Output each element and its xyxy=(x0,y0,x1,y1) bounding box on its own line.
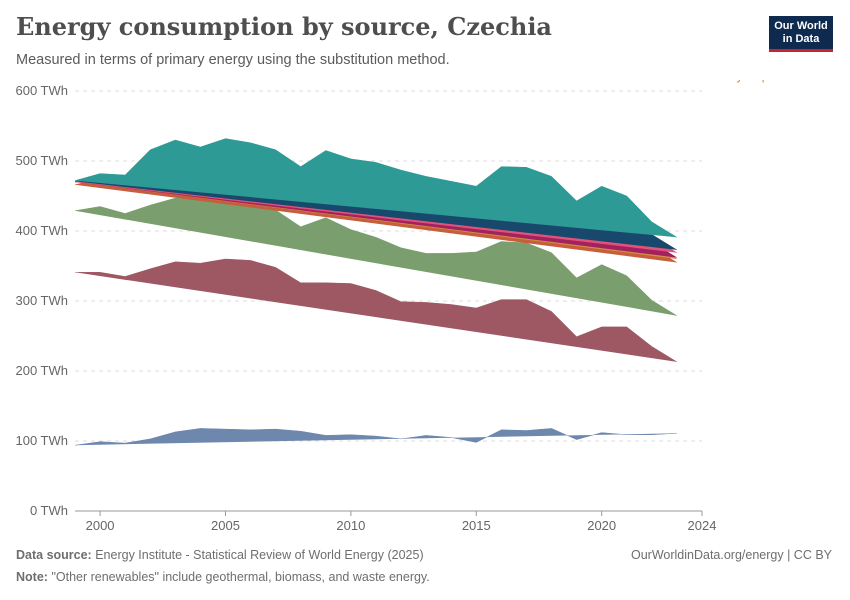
credit-link[interactable]: OurWorldinData.org/energy | CC BY xyxy=(630,548,832,562)
area-other-renewables xyxy=(74,138,678,238)
stacked-area-chart: 0 TWh 100 TWh 200 TWh 300 TWh 400 TWh 500 TWh… xyxy=(0,80,830,533)
x-tick-label: 2005 xyxy=(211,518,240,533)
area-oil xyxy=(74,428,677,446)
legend-label: Nuclear xyxy=(727,80,772,83)
legend-label: Coal xyxy=(727,80,754,83)
x-tick-label: 2024 xyxy=(688,518,717,533)
area-gas xyxy=(74,197,678,316)
legend-label: Other renewables xyxy=(727,80,830,83)
y-tick-label: 200 TWh xyxy=(15,363,68,378)
x-tick-label: 2015 xyxy=(462,518,491,533)
chart-note: Note: "Other renewables" include geother… xyxy=(16,570,430,584)
note-label: Note: xyxy=(16,570,48,584)
legend-label: Wind xyxy=(727,80,757,83)
y-tick-label: 300 TWh xyxy=(15,293,68,308)
data-source-label: Data source: xyxy=(16,548,92,562)
x-tick-label: 2010 xyxy=(336,518,365,533)
legend-label: Solar xyxy=(727,80,758,83)
y-tick-label: 0 TWh xyxy=(30,503,68,518)
note-text: "Other renewables" include geothermal, b… xyxy=(51,570,430,584)
legend-label: Oil xyxy=(727,80,743,83)
x-tick-label: 2020 xyxy=(587,518,616,533)
data-source: Data source: Energy Institute - Statisti… xyxy=(16,548,424,562)
owid-logo[interactable]: Our World in Data xyxy=(769,16,833,52)
y-tick-label: 600 TWh xyxy=(15,83,68,98)
data-source-text: Energy Institute - Statistical Review of… xyxy=(95,548,424,562)
area-coal xyxy=(75,258,678,363)
y-tick-label: 100 TWh xyxy=(15,433,68,448)
logo-line-1: Our World xyxy=(774,20,828,32)
legend-label: Biofuels xyxy=(727,80,774,83)
legend-label: Hydropower xyxy=(727,80,798,83)
chart-subtitle: Measured in terms of primary energy usin… xyxy=(16,52,450,68)
x-tick-label: 2000 xyxy=(86,518,115,533)
y-tick-label: 500 TWh xyxy=(15,153,68,168)
chart-title: Energy consumption by source, Czechia xyxy=(16,12,552,41)
y-tick-label: 400 TWh xyxy=(15,223,68,238)
logo-line-2: in Data xyxy=(782,33,820,45)
legend-label: Gas xyxy=(727,80,751,83)
